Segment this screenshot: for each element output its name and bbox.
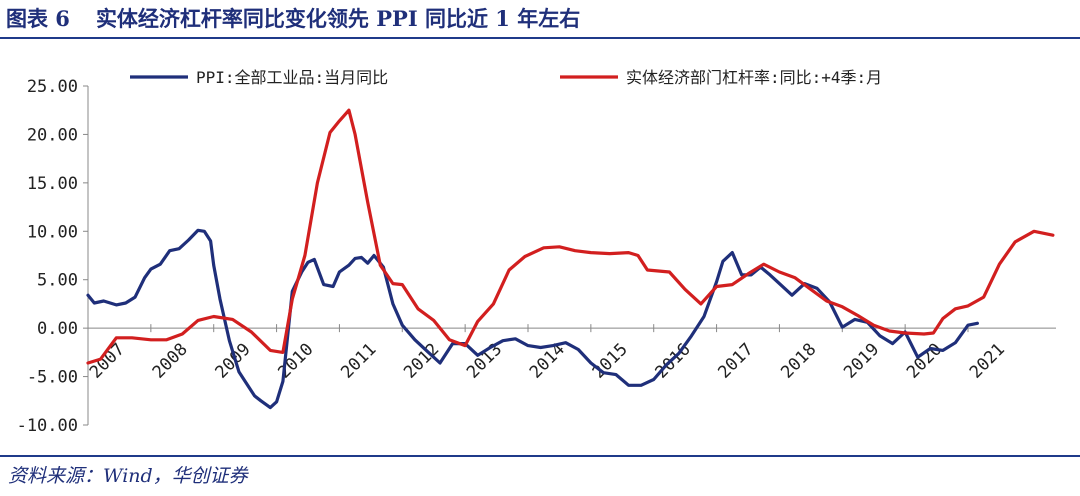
y-tick-label: 10.00 xyxy=(27,222,78,242)
footer-rule xyxy=(0,455,1080,457)
x-tick-label: 2009 xyxy=(212,340,255,383)
legend-leverage-label: 实体经济部门杠杆率:同比:+4季:月 xyxy=(626,68,882,87)
y-tick-label: 0.00 xyxy=(37,319,78,339)
header-rule xyxy=(0,37,1080,39)
x-tick-label: 2019 xyxy=(840,340,883,383)
y-tick-label: 25.00 xyxy=(27,77,78,97)
x-tick-label: 2021 xyxy=(966,340,1009,383)
line-chart: 25.00 20.00 15.00 10.00 5.00 0.00 -5.00 -10.00 2… xyxy=(17,68,1056,436)
x-tick-label: 2011 xyxy=(337,340,380,383)
x-tick-label: 2018 xyxy=(777,340,820,383)
source-note: 资料来源：Wind，华创证券 xyxy=(8,465,248,487)
y-tick-label: 15.00 xyxy=(27,174,78,194)
x-tick-label: 2017 xyxy=(714,340,757,383)
y-tick-label: 5.00 xyxy=(37,271,78,291)
y-tick-label: -5.00 xyxy=(27,368,78,388)
chart-axes: 25.00 20.00 15.00 10.00 5.00 0.00 -5.00 -10.00 2… xyxy=(17,77,1056,436)
x-tick-label: 2020 xyxy=(903,340,946,383)
figure-title: 图表 6 实体经济杠杆率同比变化领先 PPI 同比近 1 年左右 xyxy=(6,4,580,34)
y-tick-label: 20.00 xyxy=(27,125,78,145)
legend-ppi-label: PPI:全部工业品:当月同比 xyxy=(196,68,388,87)
x-tick-label: 2008 xyxy=(149,340,192,383)
figure-label: 图表 6 xyxy=(6,6,70,31)
chart-series xyxy=(86,108,1055,410)
y-tick-label: -10.00 xyxy=(17,416,78,436)
x-tick-label: 2015 xyxy=(589,340,632,383)
x-tick-label: 2010 xyxy=(274,340,317,383)
figure-title-text: 实体经济杠杆率同比变化领先 PPI 同比近 1 年左右 xyxy=(95,6,581,31)
chart-legend: PPI:全部工业品:当月同比 实体经济部门杠杆率:同比:+4季:月 xyxy=(130,68,882,87)
leverage-series-line xyxy=(86,108,1055,365)
